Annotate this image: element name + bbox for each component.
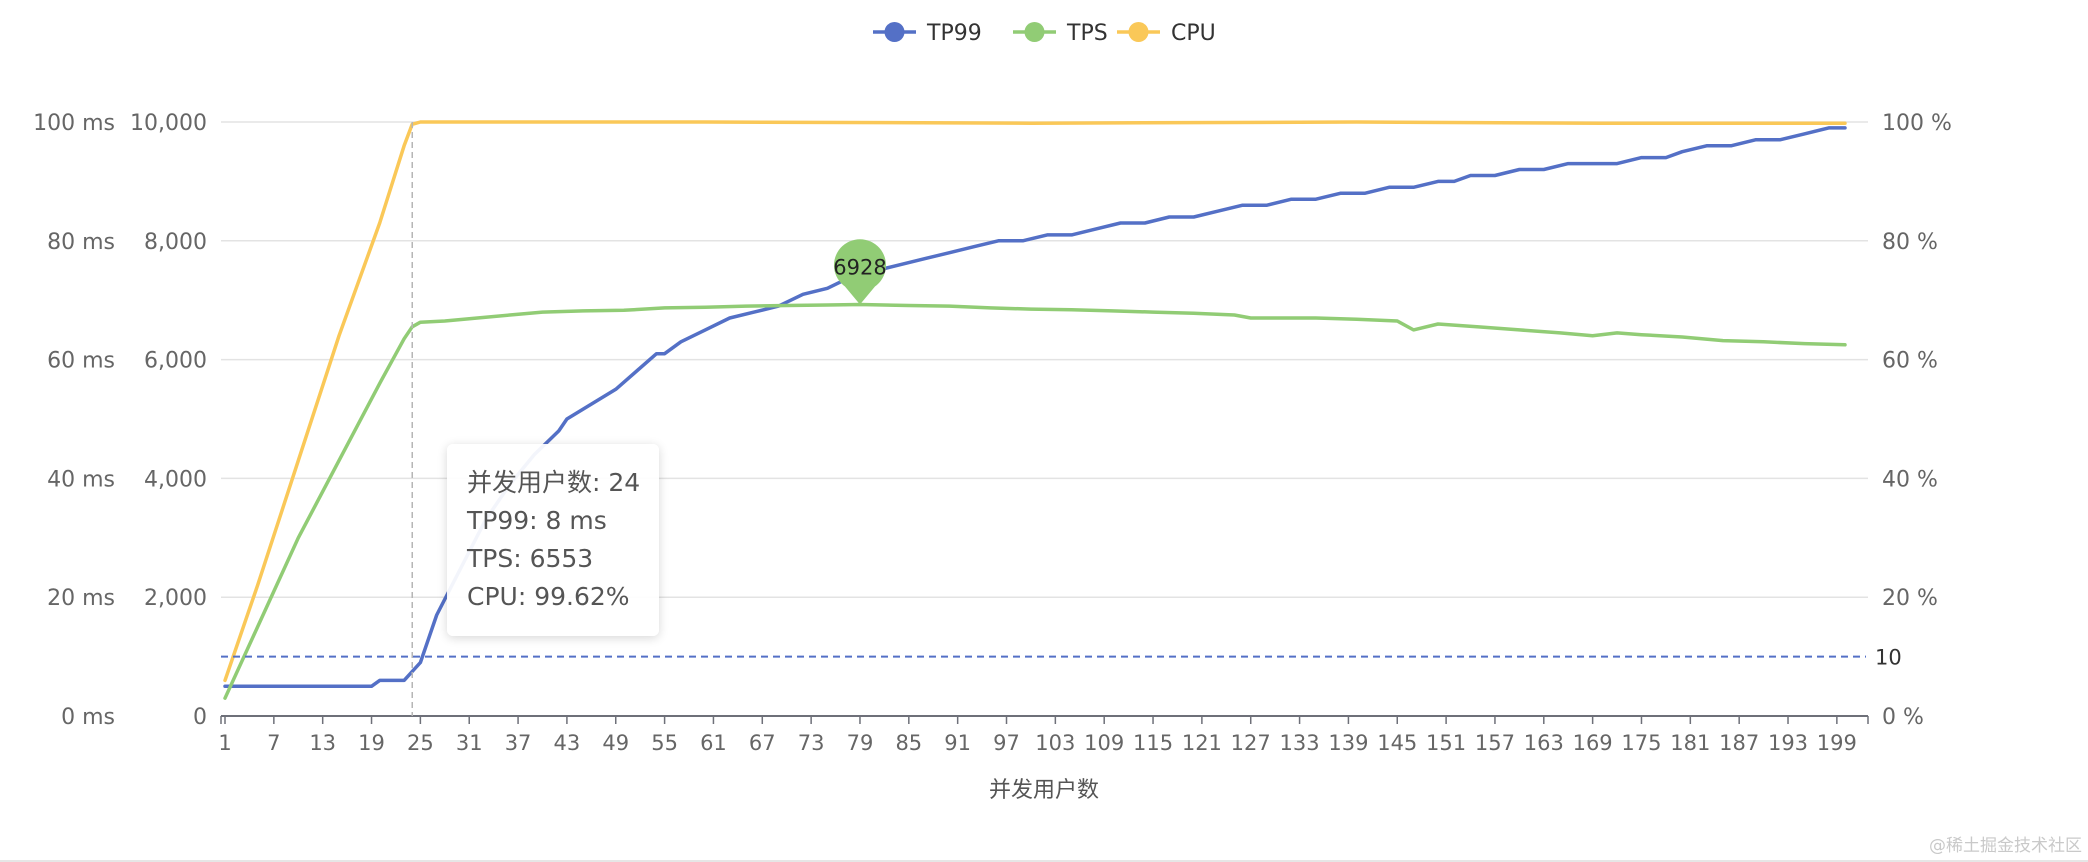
y-tick-label-tps: 4,000: [144, 467, 207, 492]
x-tick-label: 193: [1768, 731, 1808, 755]
x-tick-label: 91: [944, 731, 971, 755]
tooltip-x: 并发用户数: 24: [467, 468, 641, 497]
legend-label: TPS: [1066, 21, 1108, 46]
x-tick-label: 163: [1524, 731, 1564, 755]
x-tick-label: 109: [1084, 731, 1124, 755]
x-tick-label: 37: [505, 731, 532, 755]
series-line-tps: [223, 302, 1847, 700]
tooltip-tp99: TP99: 8 ms: [467, 506, 607, 535]
x-tick-label: 97: [993, 731, 1020, 755]
legend-label: TP99: [926, 21, 982, 46]
series-line-tp99: [223, 126, 1847, 689]
y-tick-label-ms: 80 ms: [47, 230, 115, 255]
marks-layer: 10 6928: [221, 122, 1902, 716]
legend-marker-icon: [884, 22, 905, 42]
x-tick-label: 85: [895, 731, 922, 755]
x-tick-label: 67: [749, 731, 776, 755]
y-tick-label-pct: 20 %: [1882, 586, 1938, 611]
x-tick-label: 169: [1573, 731, 1613, 755]
x-tick-label: 139: [1328, 731, 1368, 755]
y-tick-label-tps: 8,000: [144, 230, 207, 255]
x-tick-label: 199: [1817, 731, 1857, 755]
x-tick-label: 151: [1426, 731, 1466, 755]
axes: 0 ms 0 0 % 20 ms 2,000 20 % 40 ms 4,000 40 % 60 m…: [33, 111, 1952, 755]
x-tick-label: 157: [1475, 731, 1515, 755]
legend-item-tp99[interactable]: TP99: [873, 21, 982, 46]
legend-label: CPU: [1171, 21, 1216, 46]
x-tick-label: 103: [1035, 731, 1075, 755]
x-tick-label: 127: [1231, 731, 1271, 755]
x-tick-label: 61: [700, 731, 727, 755]
legend[interactable]: TP99 TPS CPU: [873, 21, 1216, 46]
mark-line-label: 10: [1875, 646, 1902, 670]
tooltip-tps: TPS: 6553: [467, 544, 594, 573]
y-tick-label-pct: 40 %: [1882, 467, 1938, 492]
x-tick-label: 43: [554, 731, 581, 755]
x-tick-label: 49: [602, 731, 629, 755]
x-tick-label: 145: [1377, 731, 1417, 755]
x-tick-label: 7: [267, 731, 280, 755]
x-axis-title: 并发用户数: [989, 778, 1099, 803]
y-tick-label-ms: 40 ms: [47, 467, 115, 492]
x-tick-label: 133: [1280, 731, 1320, 755]
y-tick-label-tps: 2,000: [144, 586, 207, 611]
x-tick-label: 13: [309, 731, 336, 755]
legend-marker-icon: [1128, 22, 1149, 42]
legend-item-tps[interactable]: TPS: [1013, 21, 1108, 46]
x-tick-label: 187: [1719, 731, 1759, 755]
x-tick-label: 55: [651, 731, 678, 755]
mark-point-label: 6928: [833, 255, 886, 279]
x-tick-label: 19: [358, 731, 385, 755]
x-tick-label: 175: [1621, 731, 1661, 755]
x-tick-label: 181: [1670, 731, 1710, 755]
y-tick-label-tps: 6,000: [144, 349, 207, 374]
y-tick-label-tps: 10,000: [130, 111, 207, 136]
x-tick-label: 73: [798, 731, 825, 755]
y-tick-label-pct: 60 %: [1882, 349, 1938, 374]
y-tick-label-tps: 0: [193, 705, 207, 730]
tooltip-cpu: CPU: 99.62%: [467, 582, 630, 611]
legend-item-cpu[interactable]: CPU: [1117, 21, 1216, 46]
tooltip: 并发用户数: 24 TP99: 8 ms TPS: 6553 CPU: 99.6…: [447, 444, 659, 636]
x-tick-label: 115: [1133, 731, 1173, 755]
x-tick-label: 1: [218, 731, 231, 755]
mark-point-pin: [833, 239, 886, 305]
x-tick-label: 79: [847, 731, 874, 755]
x-tick-label: 121: [1182, 731, 1222, 755]
watermark: @稀土掘金技术社区: [1929, 836, 2082, 856]
y-tick-label-ms: 0 ms: [61, 705, 115, 730]
x-tick-label: 25: [407, 731, 434, 755]
x-tick-label: 31: [456, 731, 483, 755]
y-tick-label-pct: 0 %: [1882, 705, 1924, 730]
y-tick-label-pct: 80 %: [1882, 230, 1938, 255]
y-tick-label-pct: 100 %: [1882, 111, 1952, 136]
y-tick-label-ms: 20 ms: [47, 586, 115, 611]
y-tick-label-ms: 100 ms: [33, 111, 115, 136]
y-tick-label-ms: 60 ms: [47, 349, 115, 374]
legend-marker-icon: [1024, 22, 1045, 42]
bottom-divider: [0, 860, 2088, 862]
